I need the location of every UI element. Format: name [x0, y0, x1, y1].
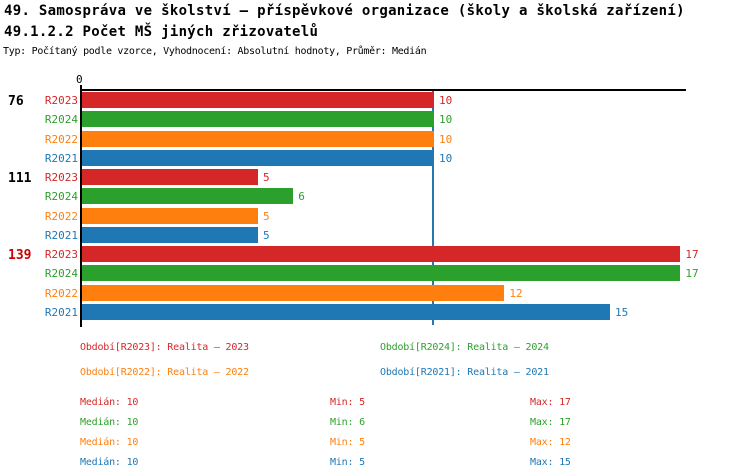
legend-item: Období[R2022]: Realita – 2022 [80, 367, 249, 378]
bar-r2023-group-76 [82, 92, 434, 108]
legend-item: Období[R2024]: Realita – 2024 [380, 342, 549, 353]
bar-row-label-r2022: R2022 [44, 286, 78, 300]
bar-row-label-r2024: R2024 [44, 113, 78, 127]
bar-row-label-r2021: R2021 [44, 151, 78, 165]
group-label: 139 [8, 248, 32, 263]
bar-row-label-r2021: R2021 [44, 305, 78, 319]
stat-median: Medián: 10 [80, 417, 139, 428]
group-label: 76 [8, 94, 24, 109]
page-title: 49. Samospráva ve školství – příspěvkové… [4, 3, 685, 19]
stat-median: Medián: 10 [80, 437, 139, 448]
bar-r2022-group-139 [82, 284, 505, 301]
bar-r2024-group-76 [82, 111, 434, 128]
bar-value-label: 10 [439, 132, 453, 146]
legend-item: Období[R2023]: Realita – 2023 [80, 342, 249, 353]
stat-max: Max: 17 [530, 397, 571, 408]
bar-value-label: 12 [509, 286, 523, 300]
x-axis-line [80, 89, 686, 91]
bar-row-label-r2022: R2022 [44, 209, 78, 223]
bar-r2021-group-76 [82, 149, 434, 166]
bar-value-label: 6 [298, 190, 305, 204]
bar-row-label-r2024: R2024 [44, 190, 78, 204]
legend-item: Období[R2021]: Realita – 2021 [380, 367, 549, 378]
bar-value-label: 10 [439, 94, 453, 107]
stat-min: Min: 5 [330, 437, 365, 448]
bar-r2022-group-111 [82, 207, 258, 224]
median-reference-line [432, 91, 434, 325]
bar-value-label: 5 [263, 228, 270, 242]
stat-max: Max: 17 [530, 417, 571, 428]
x-axis-tick-zero: 0 [76, 73, 83, 86]
bar-r2021-group-139 [82, 303, 610, 320]
bar-value-label: 17 [685, 267, 699, 281]
bar-row-label-r2023: R2023 [44, 248, 78, 261]
bar-r2024-group-139 [82, 265, 681, 282]
stat-min: Min: 5 [330, 397, 365, 408]
group-label: 111 [8, 171, 32, 186]
stat-median: Medián: 10 [80, 457, 139, 468]
bar-r2023-group-139 [82, 246, 681, 262]
stat-min: Min: 5 [330, 457, 365, 468]
bar-value-label: 17 [685, 248, 699, 261]
chart-subtitle: 49.1.2.2 Počet MŠ jiných zřizovatelů [4, 24, 319, 40]
bar-value-label: 15 [615, 305, 629, 319]
stat-min: Min: 6 [330, 417, 365, 428]
bar-r2022-group-76 [82, 130, 434, 147]
bar-value-label: 5 [263, 171, 270, 184]
bar-row-label-r2023: R2023 [44, 171, 78, 184]
bar-row-label-r2023: R2023 [44, 94, 78, 107]
bar-r2023-group-111 [82, 169, 258, 185]
bar-row-label-r2021: R2021 [44, 228, 78, 242]
bar-r2021-group-111 [82, 226, 258, 243]
bar-row-label-r2022: R2022 [44, 132, 78, 146]
bar-value-label: 5 [263, 209, 270, 223]
stat-median: Medián: 10 [80, 397, 139, 408]
chart-meta-line: Typ: Počítaný podle vzorce, Vyhodnocení:… [3, 46, 427, 57]
bar-value-label: 10 [439, 113, 453, 127]
y-axis-line [80, 85, 82, 327]
stat-max: Max: 12 [530, 437, 571, 448]
bar-row-label-r2024: R2024 [44, 267, 78, 281]
bar-value-label: 10 [439, 151, 453, 165]
bar-r2024-group-111 [82, 188, 294, 205]
stat-max: Max: 15 [530, 457, 571, 468]
